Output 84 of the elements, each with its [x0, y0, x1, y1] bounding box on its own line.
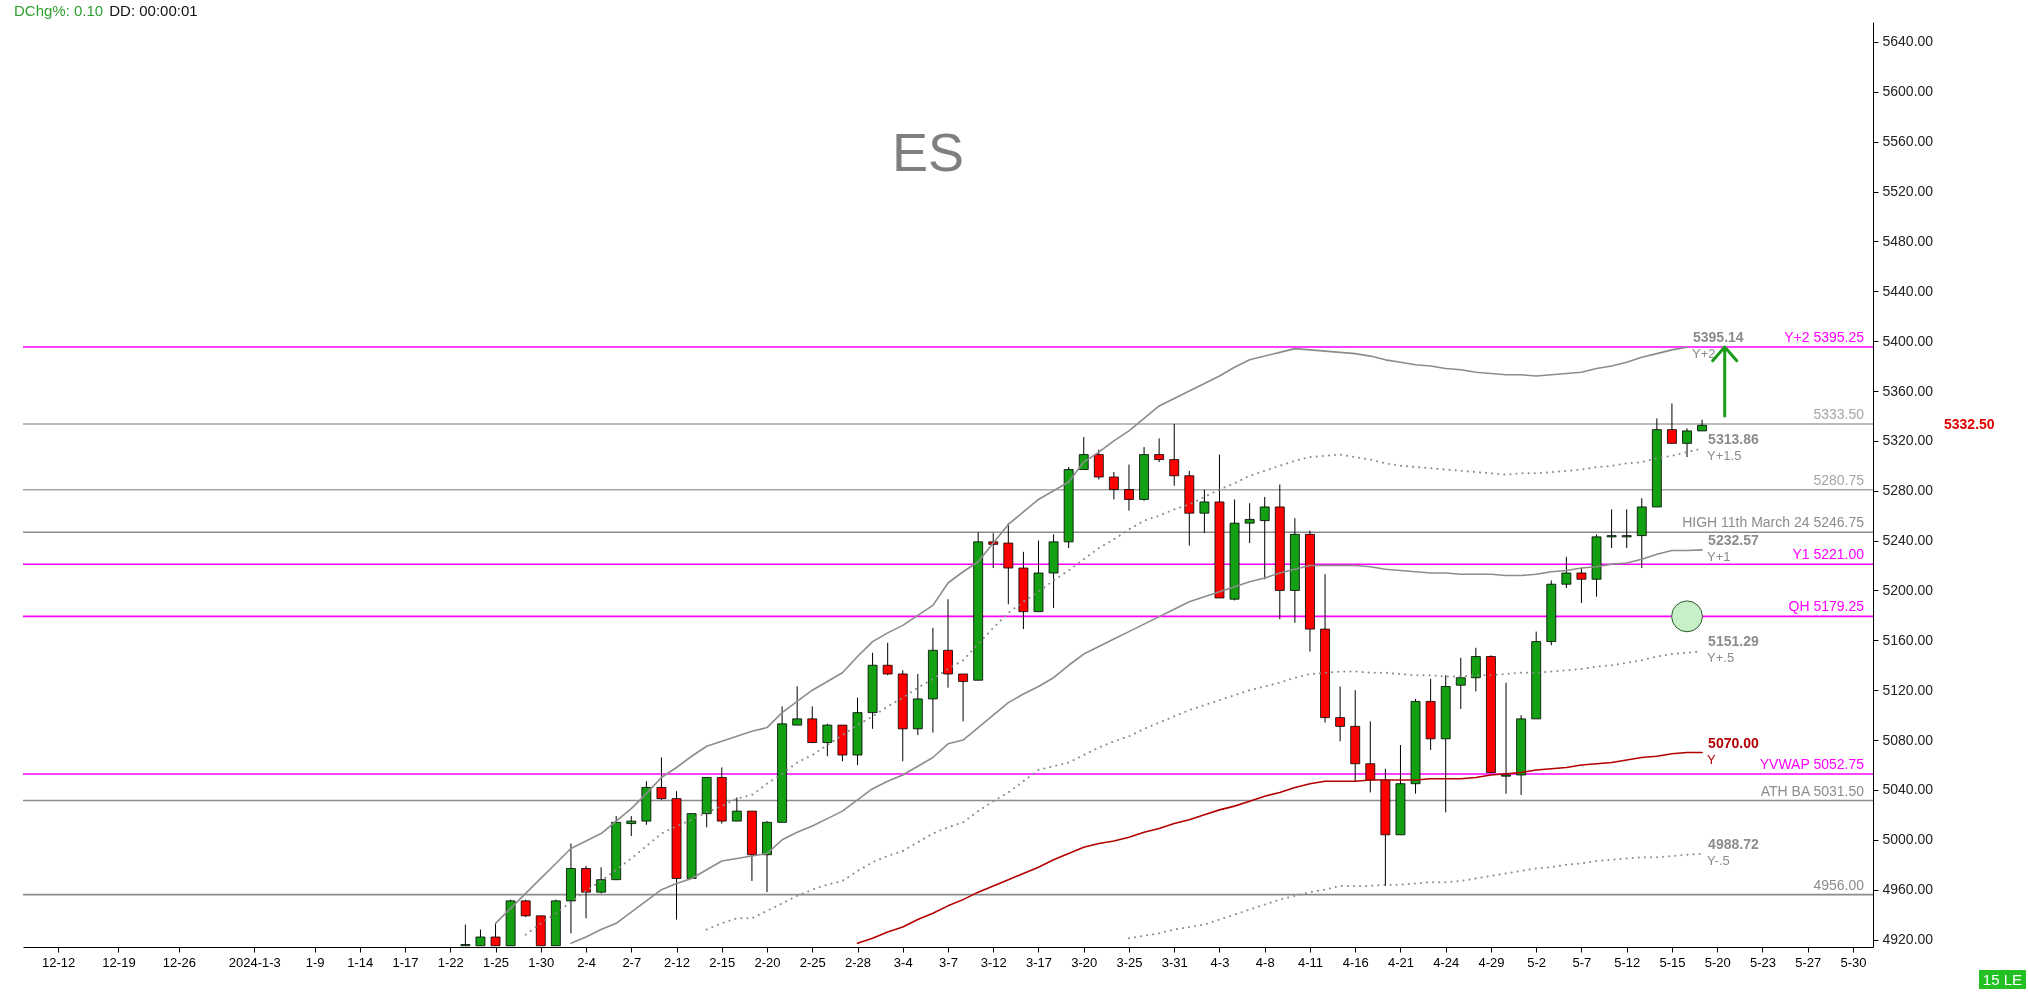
- y-tick-label: 5400.00: [1882, 332, 1934, 349]
- data-label: 5070.00: [1708, 734, 1759, 751]
- x-tick-label: 5-27: [1795, 954, 1822, 970]
- y-tick-label: 5520.00: [1882, 183, 1934, 200]
- series-label: Y+2: [1692, 346, 1716, 362]
- x-tick-label: 4-21: [1387, 954, 1414, 970]
- x-tick-label: 1-30: [528, 954, 555, 970]
- y-tick-label: 5080.00: [1882, 731, 1934, 748]
- x-tick-label: 12-26: [162, 954, 196, 970]
- y-tick-label: 5120.00: [1882, 681, 1934, 698]
- series-label: Y: [1707, 751, 1717, 767]
- x-tick-label: 3-4: [893, 954, 913, 970]
- ref-line-label: ATH BA 5031.50: [1760, 782, 1865, 799]
- x-tick-label: 3-20: [1071, 954, 1098, 970]
- x-tick-label: 4-24: [1433, 954, 1460, 970]
- data-label: 5313.86: [1708, 430, 1759, 447]
- x-tick-label: 3-25: [1116, 954, 1143, 970]
- series-label: Y+1: [1707, 548, 1731, 564]
- x-tick-label: 2-28: [844, 954, 872, 970]
- y-tick-label: 5280.00: [1882, 482, 1934, 499]
- y-tick-label: 5040.00: [1882, 781, 1934, 798]
- ref-line-label: YVWAP 5052.75: [1759, 756, 1865, 773]
- data-label: 4988.72: [1708, 835, 1759, 852]
- ref-line-label: HIGH 11th March 24 5246.75: [1682, 514, 1865, 531]
- x-tick-label: 5-15: [1659, 954, 1686, 970]
- x-tick-label: 12-19: [102, 954, 136, 970]
- x-tick-label: 2-4: [577, 954, 596, 970]
- y-tick-label: 5320.00: [1882, 432, 1934, 449]
- x-tick-label: 5-7: [1572, 954, 1592, 970]
- x-tick-label: 2-25: [799, 954, 826, 970]
- y-tick-label: 4960.00: [1882, 881, 1934, 898]
- x-tick-label: 5-2: [1527, 954, 1547, 970]
- y-tick-label: 5360.00: [1882, 382, 1934, 399]
- data-label: 5151.29: [1708, 633, 1759, 650]
- ref-line-label: 4956.00: [1813, 876, 1865, 893]
- x-tick-label: 5-23: [1749, 954, 1776, 970]
- x-tick-label: 1-25: [483, 954, 510, 970]
- x-tick-label: 1-22: [437, 954, 464, 970]
- y-tick-label: 5240.00: [1882, 532, 1934, 549]
- ref-line-label: 5280.75: [1813, 471, 1865, 488]
- y-tick-label: 5600.00: [1882, 83, 1934, 100]
- ref-line-label: QH 5179.25: [1788, 598, 1865, 615]
- x-tick-label: 4-3: [1210, 954, 1230, 970]
- ref-line-label: Y1 5221.00: [1792, 546, 1865, 563]
- data-label: 5232.57: [1708, 531, 1759, 548]
- x-tick-label: 5-30: [1840, 954, 1867, 970]
- x-tick-label: 4-11: [1297, 954, 1323, 970]
- text: 5332.50: [1944, 416, 1995, 433]
- y-tick-label: 5200.00: [1882, 581, 1934, 598]
- x-tick-label: 12-12: [42, 954, 76, 970]
- y-tick-label: 5640.00: [1882, 33, 1934, 50]
- x-tick-label: 1-9: [305, 954, 325, 970]
- text: 15 LE: [1978, 970, 2026, 989]
- y-tick-label: 5000.00: [1882, 831, 1934, 848]
- y-tick-label: 4920.00: [1882, 931, 1934, 948]
- x-tick-label: 2-15: [709, 954, 736, 970]
- series-label: Y-.5: [1707, 852, 1730, 868]
- x-tick-label: 2-12: [664, 954, 691, 970]
- text: DD: 00:00:01: [109, 2, 198, 19]
- x-tick-label: 2024-1-3: [228, 954, 281, 970]
- x-tick-label: 4-29: [1478, 954, 1505, 970]
- x-tick-label: 2-7: [622, 954, 642, 970]
- x-tick-label: 4-8: [1255, 954, 1275, 970]
- ref-line-label: Y+2 5395.25: [1784, 329, 1865, 346]
- x-tick-label: 2-20: [754, 954, 781, 970]
- x-tick-label: 5-12: [1614, 954, 1641, 970]
- y-tick-label: 5480.00: [1882, 232, 1934, 249]
- x-tick-label: 1-17: [392, 954, 419, 970]
- text: ES: [891, 122, 965, 182]
- x-tick-label: 3-7: [939, 954, 958, 970]
- y-tick-label: 5440.00: [1882, 282, 1934, 299]
- x-tick-label: 3-31: [1161, 954, 1188, 970]
- text: DChg%: 0.10: [14, 2, 104, 19]
- x-tick-label: 4-16: [1342, 954, 1369, 970]
- x-tick-label: 1-14: [347, 954, 374, 970]
- series-label: Y+.5: [1707, 650, 1735, 666]
- ref-line-label: 5333.50: [1813, 406, 1865, 423]
- y-tick-label: 5560.00: [1882, 133, 1934, 150]
- y-tick-label: 5160.00: [1882, 631, 1934, 648]
- x-tick-label: 3-12: [980, 954, 1007, 970]
- series-label: Y+1.5: [1707, 447, 1742, 463]
- data-label: 5395.14: [1693, 329, 1744, 346]
- x-tick-label: 5-20: [1704, 954, 1731, 970]
- x-tick-label: 3-17: [1025, 954, 1053, 970]
